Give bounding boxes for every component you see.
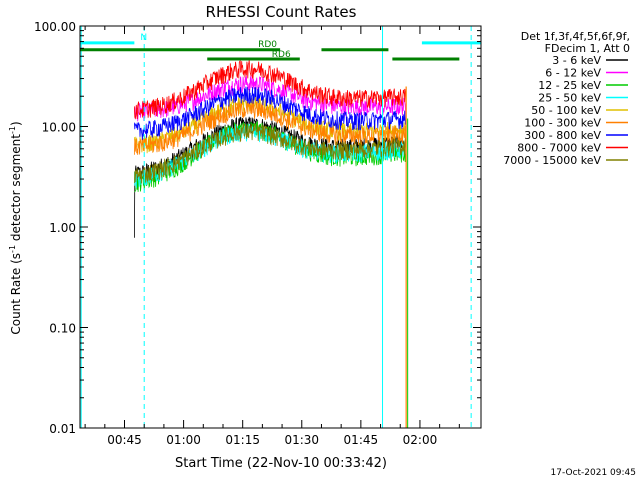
legend-label-5: 50 - 100 keV bbox=[531, 104, 601, 117]
series-trace-6 bbox=[134, 101, 407, 155]
legend-label-4: 25 - 50 keV bbox=[538, 92, 601, 105]
y-tick-label: 1.00 bbox=[49, 221, 76, 235]
series-trace-2 bbox=[134, 75, 407, 122]
legend: Det 1f,3f,4f,5f,6f,9f, FDecim 1, Att 0 3… bbox=[503, 30, 630, 167]
x-tick-label: 01:45 bbox=[344, 433, 379, 447]
legend-label-3: 12 - 25 keV bbox=[538, 79, 601, 92]
legend-label-7: 300 - 800 keV bbox=[524, 129, 601, 142]
legend-header-line-2: FDecim 1, Att 0 bbox=[545, 42, 630, 55]
x-tick-label: 00:45 bbox=[107, 433, 142, 447]
y-tick-label: 0.10 bbox=[49, 322, 76, 336]
x-tick-label: 01:30 bbox=[284, 433, 319, 447]
legend-label-6: 100 - 300 keV bbox=[524, 117, 601, 130]
flag-label-rd0: RD0 bbox=[258, 40, 277, 50]
x-tick-label: 02:00 bbox=[403, 433, 438, 447]
series-trace-8 bbox=[134, 59, 407, 120]
series-trace-9 bbox=[134, 122, 407, 184]
series-trace-7 bbox=[134, 86, 407, 141]
x-axis-label: Start Time (22-Nov-10 00:33:42) bbox=[175, 456, 387, 471]
x-axis: 00:45 01:00 01:15 01:30 01:45 02:00 bbox=[84, 26, 460, 447]
legend-label-1: 3 - 6 keV bbox=[552, 54, 601, 67]
y-axis: 0.01 0.10 1.00 10.00 100.00 bbox=[34, 20, 481, 436]
legend-label-2: 6 - 12 keV bbox=[545, 67, 601, 80]
legend-label-9: 7000 - 15000 keV bbox=[503, 154, 601, 167]
legend-header-line-1: Det 1f,3f,4f,5f,6f,9f, bbox=[521, 30, 630, 43]
chart-title: RHESSI Count Rates bbox=[206, 3, 357, 21]
y-axis-label: Count Rate (s-1 detector segment-1) bbox=[8, 121, 23, 334]
x-tick-label: 01:00 bbox=[166, 433, 201, 447]
y-tick-label: 10.00 bbox=[42, 121, 76, 135]
footer-timestamp: 17-Oct-2021 09:45 bbox=[551, 468, 636, 478]
y-tick-label: 100.00 bbox=[34, 20, 76, 34]
flag-label-n: N bbox=[140, 33, 147, 43]
x-tick-label: 01:15 bbox=[225, 433, 260, 447]
legend-label-8: 800 - 7000 keV bbox=[517, 142, 601, 155]
flag-label-rd6: RD6 bbox=[272, 50, 291, 60]
plot-frame bbox=[79, 25, 482, 429]
y-tick-label: 0.01 bbox=[49, 422, 76, 436]
